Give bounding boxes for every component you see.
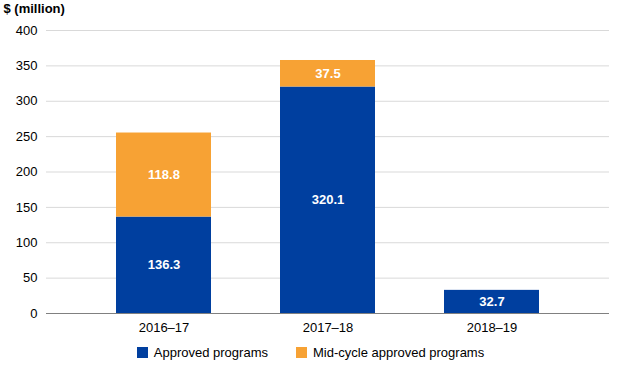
html-text:Approved programs: Approved programs <box>153 345 268 360</box>
svg-text:300: 300 <box>16 93 38 108</box>
svg-text:350: 350 <box>16 58 38 73</box>
svg-text:250: 250 <box>16 129 38 144</box>
svg-text:136.3: 136.3 <box>148 257 181 272</box>
html-text:Mid-cycle approved programs: Mid-cycle approved programs <box>313 345 485 360</box>
svg-text:2017–18: 2017–18 <box>303 320 354 335</box>
svg-text:32.7: 32.7 <box>479 294 504 309</box>
svg-text:50: 50 <box>23 270 37 285</box>
svg-text:37.5: 37.5 <box>315 66 340 81</box>
svg-text:200: 200 <box>16 164 38 179</box>
svg-text:$ (million): $ (million) <box>4 1 65 16</box>
svg-text:400: 400 <box>16 23 38 38</box>
svg-text:2018–19: 2018–19 <box>467 320 518 335</box>
svg-text:2016–17: 2016–17 <box>139 320 190 335</box>
svg-text:320.1: 320.1 <box>312 192 345 207</box>
svg-text:0: 0 <box>30 306 37 321</box>
svg-text:100: 100 <box>16 235 38 250</box>
svg-text:118.8: 118.8 <box>148 167 180 182</box>
svg-text:150: 150 <box>16 200 38 215</box>
